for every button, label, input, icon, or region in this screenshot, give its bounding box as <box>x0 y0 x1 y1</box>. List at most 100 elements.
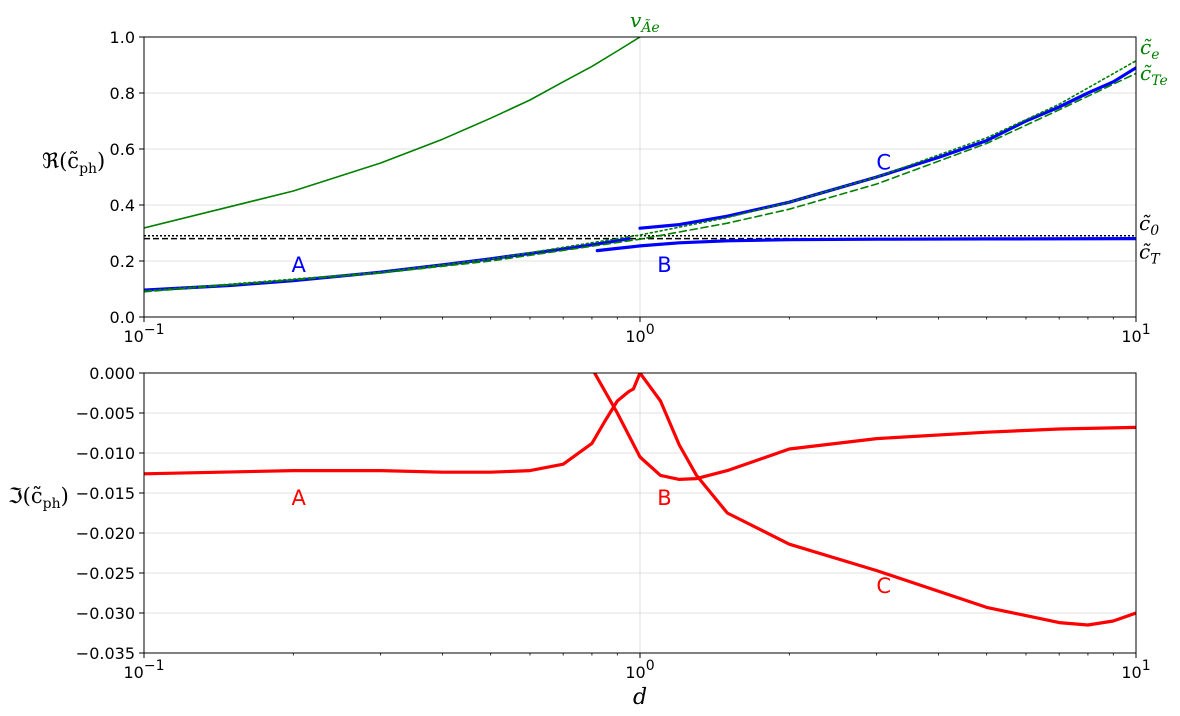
series-line-0 <box>144 237 631 292</box>
y-tick-label-part: 0.2 <box>110 252 135 271</box>
series-line-3 <box>144 37 641 229</box>
x-tick-label: 100 <box>625 322 654 346</box>
x-ticks: 10−1 100 101 <box>124 653 1151 682</box>
branch-label-A: A <box>291 486 306 510</box>
label-ce: c̃e <box>1140 35 1160 63</box>
y-tick-label: −0.025 <box>76 564 135 583</box>
branch-label-C: C <box>876 151 891 175</box>
y-axis-label-part: ) <box>61 484 69 508</box>
series-line-0 <box>144 373 642 476</box>
y-axis-label-part: ℜ(c̃ <box>42 149 79 173</box>
y-tick-label: 1.0 <box>110 28 135 47</box>
series-line-2 <box>638 373 1136 627</box>
y-tick-label: 0.4 <box>110 196 135 215</box>
y-tick-label: −0.005 <box>76 404 135 423</box>
label-ce-part: c̃ <box>1140 35 1152 59</box>
y-tick-label: −0.035 <box>76 644 135 663</box>
label-c0: c̃0 <box>1139 211 1159 239</box>
branch-label-C-part: C <box>876 151 891 175</box>
branch-label-B-part: B <box>657 486 671 510</box>
label-cT-part: c̃ <box>1139 240 1151 264</box>
series-line-1 <box>595 237 1136 253</box>
label-vAe-part: Ãe <box>639 18 659 36</box>
y-tick-label-part: 0.6 <box>110 140 135 159</box>
branch-label-B-part: B <box>657 253 671 277</box>
y-tick-label: 0.0 <box>110 308 135 327</box>
series-line-1 <box>592 373 1136 481</box>
y-axis-label: ℑ(c̃ph) <box>8 484 69 512</box>
x-tick-label: 101 <box>1121 658 1150 682</box>
label-ce-part: e <box>1151 47 1159 63</box>
series-line-4 <box>144 59 1136 292</box>
y-tick-label-part: −0.010 <box>76 444 135 463</box>
y-tick-label-part: −0.015 <box>76 484 135 503</box>
x-tick-label-part: 0 <box>646 322 655 338</box>
y-tick-label: 0.6 <box>110 140 135 159</box>
branch-label-A-part: A <box>291 253 306 277</box>
branch-label-C: C <box>876 574 891 598</box>
x-tick-label-part: 1 <box>1142 322 1151 338</box>
branch-label-C-part: C <box>876 574 891 598</box>
y-tick-label-part: −0.005 <box>76 404 135 423</box>
x-tick-label-part: 1 <box>1142 658 1151 674</box>
y-tick-label: 0.2 <box>110 252 135 271</box>
x-tick-label-part: 10 <box>124 663 144 682</box>
y-axis-label: ℜ(c̃ph) <box>42 149 105 177</box>
y-ticks: 0.000 −0.005 −0.010 −0.015 −0.020 −0.025 −0.03… <box>76 364 144 663</box>
y-tick-label: −0.015 <box>76 484 135 503</box>
x-tick-label-part: −1 <box>144 658 165 674</box>
label-cTe-part: Te <box>1151 73 1168 89</box>
y-axis-label-part: ph <box>43 496 61 512</box>
y-tick-label: 0.000 <box>89 364 135 383</box>
x-tick-label-part: 10 <box>625 663 645 682</box>
x-tick-label: 10−1 <box>124 658 165 682</box>
label-cT: c̃T <box>1139 240 1161 268</box>
y-tick-label: −0.010 <box>76 444 135 463</box>
x-axis-label-part: d <box>633 685 647 710</box>
x-ticks: 10−1 100 101 <box>124 317 1151 346</box>
y-tick-label-part: −0.030 <box>76 604 135 623</box>
y-axis-label-part: ℑ(c̃ <box>8 484 43 508</box>
label-c0-part: c̃ <box>1139 211 1151 235</box>
grid <box>143 372 1137 654</box>
y-axis-label-part: ph <box>79 161 97 177</box>
y-tick-label: −0.030 <box>76 604 135 623</box>
x-tick-label: 101 <box>1121 322 1150 346</box>
y-tick-label: −0.020 <box>76 524 135 543</box>
x-tick-label-part: 10 <box>124 327 144 346</box>
y-tick-label-part: 0.8 <box>110 84 135 103</box>
x-tick-label: 100 <box>625 658 654 682</box>
y-tick-label-part: −0.025 <box>76 564 135 583</box>
y-axis-label-part: ) <box>97 149 105 173</box>
plot-area <box>144 37 1136 293</box>
series-line-5 <box>144 72 1136 293</box>
y-tick-label-part: 1.0 <box>110 28 135 47</box>
x-tick-label-part: 10 <box>625 327 645 346</box>
x-tick-label-part: 0 <box>646 658 655 674</box>
x-tick-label-part: 10 <box>1121 663 1141 682</box>
y-ticks: 0.0 0.2 0.4 0.6 0.8 1.0 <box>110 28 144 327</box>
branch-label-A: A <box>291 253 306 277</box>
y-tick-label-part: −0.035 <box>76 644 135 663</box>
x-tick-label-part: −1 <box>144 322 165 338</box>
label-vAe: vÃe <box>630 8 660 36</box>
branch-label-A-part: A <box>291 486 306 510</box>
label-c0-part: 0 <box>1150 223 1159 239</box>
branch-label-B: B <box>657 486 671 510</box>
label-cT-part: T <box>1150 252 1161 268</box>
series-line-2 <box>638 66 1136 230</box>
bottom-panel-imaginary-part: 10−1 100 1010.000−0.005−0.010−0.015−0.020−… <box>8 364 1151 710</box>
label-vAe-part: v <box>630 8 642 32</box>
plot-area <box>144 373 1136 627</box>
y-tick-label-part: 0.0 <box>110 308 135 327</box>
branch-label-B: B <box>657 253 671 277</box>
y-tick-label: 0.8 <box>110 84 135 103</box>
label-cTe-part: c̃ <box>1140 61 1152 85</box>
x-axis-label: d <box>633 685 647 710</box>
x-tick-label: 10−1 <box>124 322 165 346</box>
x-tick-label-part: 10 <box>1121 327 1141 346</box>
y-tick-label-part: −0.020 <box>76 524 135 543</box>
label-cTe: c̃Te <box>1140 61 1168 89</box>
